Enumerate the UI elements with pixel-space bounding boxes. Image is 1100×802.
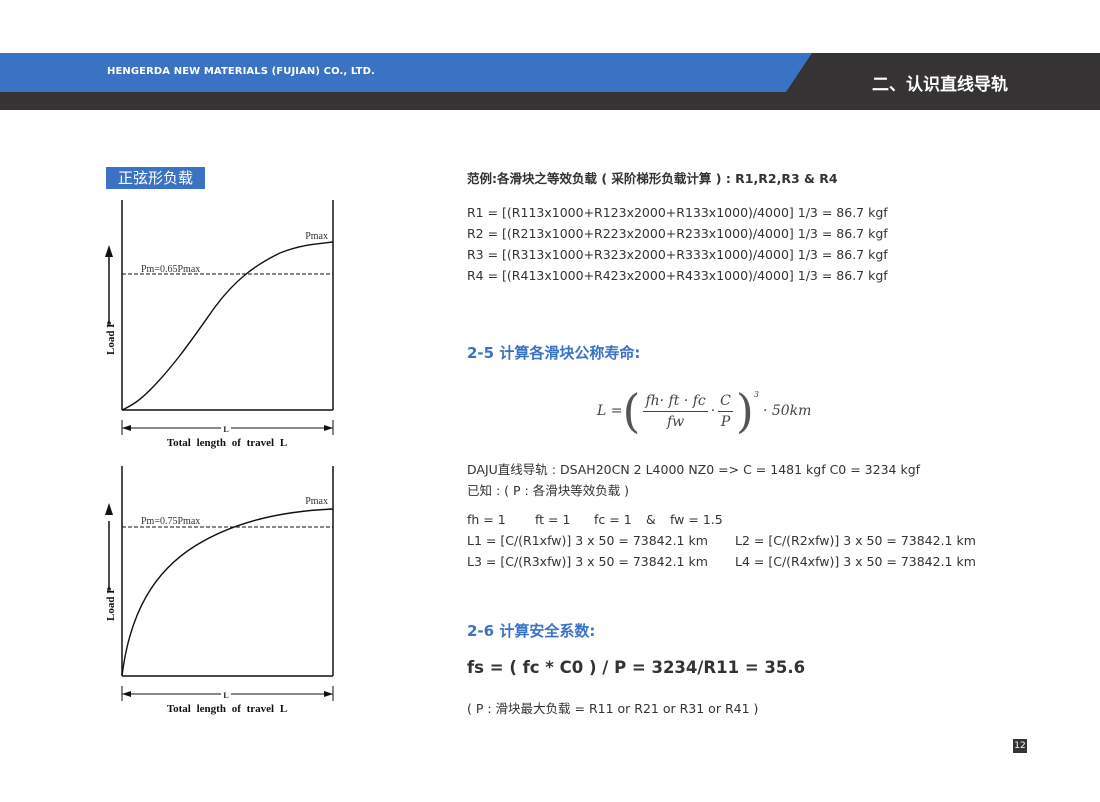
life-heading: 2-5 计算各滑块公称寿命: xyxy=(467,344,641,362)
pmax-label: Pmax xyxy=(305,231,328,242)
safety-heading: 2-6 计算安全系数: xyxy=(467,622,596,640)
x-axis-label: Total length of travel L xyxy=(167,437,287,449)
l4-line: L4 = [C/(R4xfw)] 3 x 50 = 73842.1 km xyxy=(735,554,976,569)
factor-fc: fc = 1 xyxy=(594,512,632,527)
factor-fw: fw = 1.5 xyxy=(670,512,723,527)
page-number: 12 xyxy=(1013,739,1027,753)
arrow-up-icon xyxy=(105,245,113,257)
page-header: HENGERDA NEW MATERIALS (FUJIAN) CO., LTD… xyxy=(0,53,1100,110)
pmax-label: Pmax xyxy=(305,496,328,507)
load-chart-sine: Pmax Pm=0.65Pmax Load P L Total length o… xyxy=(105,200,334,449)
arrow-left-icon xyxy=(122,691,131,697)
spec-line: DAJU直线导轨 : DSAH20CN 2 L4000 NZ0 => C = 1… xyxy=(467,462,921,477)
formula-tail: · 50km xyxy=(762,403,812,419)
arrow-right-icon xyxy=(324,425,333,431)
arrow-left-icon xyxy=(122,425,131,431)
dim-label: L xyxy=(223,425,228,434)
arrow-up-icon xyxy=(105,503,113,515)
r1-line: R1 = [(R113x1000+R123x2000+R133x1000)/40… xyxy=(467,205,888,220)
header-blue-band xyxy=(0,53,812,92)
r4-line: R4 = [(R413x1000+R423x2000+R433x1000)/40… xyxy=(467,268,888,283)
pm-label: Pm=0.75Pmax xyxy=(141,516,200,527)
load-chart-concave: Pmax Pm=0.75Pmax Load P L Total length o… xyxy=(105,466,334,715)
example-title: 范例:各滑块之等效负载 ( 采阶梯形负载计算 ) : R1,R2,R3 & R4 xyxy=(467,171,838,186)
section-tag: 正弦形负载 xyxy=(106,167,205,189)
known-line: 已知 : ( P : 各滑块等效负载 ) xyxy=(467,483,630,498)
dim-label: L xyxy=(223,691,228,700)
formula-den2: P xyxy=(720,413,731,430)
formula-num2: C xyxy=(718,393,733,412)
company-name: HENGERDA NEW MATERIALS (FUJIAN) CO., LTD… xyxy=(107,66,375,77)
factor-ft: ft = 1 xyxy=(535,512,571,527)
l2-line: L2 = [C/(R2xfw)] 3 x 50 = 73842.1 km xyxy=(735,533,976,548)
x-axis-label: Total length of travel L xyxy=(167,703,287,715)
r3-line: R3 = [(R313x1000+R323x2000+R333x1000)/40… xyxy=(467,247,888,262)
formula-num1: fh· ft · fc xyxy=(643,393,708,412)
safety-note: ( P : 滑块最大负载 = R11 or R21 or R31 or R41 … xyxy=(467,701,759,716)
r2-line: R2 = [(R213x1000+R223x2000+R233x1000)/40… xyxy=(467,226,888,241)
load-curve xyxy=(121,241,334,411)
section-title: 二、认识直线导轨 xyxy=(872,75,1008,95)
formula-den1: fw xyxy=(666,413,685,430)
y-axis-label: Load P xyxy=(105,587,117,621)
l3-line: L3 = [C/(R3xfw)] 3 x 50 = 73842.1 km xyxy=(467,554,708,569)
l1-line: L1 = [C/(R1xfw)] 3 x 50 = 73842.1 km xyxy=(467,533,708,548)
formula-exp: 3 xyxy=(753,390,759,399)
y-axis-label: Load P xyxy=(105,321,117,355)
safety-formula: fs = ( fc * C0 ) / P = 3234/R11 = 35.6 xyxy=(467,658,806,677)
load-curve xyxy=(121,508,334,677)
factor-and: & xyxy=(646,512,656,527)
formula-lhs: L = xyxy=(597,403,623,419)
arrow-right-icon xyxy=(324,691,333,697)
factor-fh: fh = 1 xyxy=(467,512,506,527)
pm-label: Pm=0.65Pmax xyxy=(141,264,200,275)
